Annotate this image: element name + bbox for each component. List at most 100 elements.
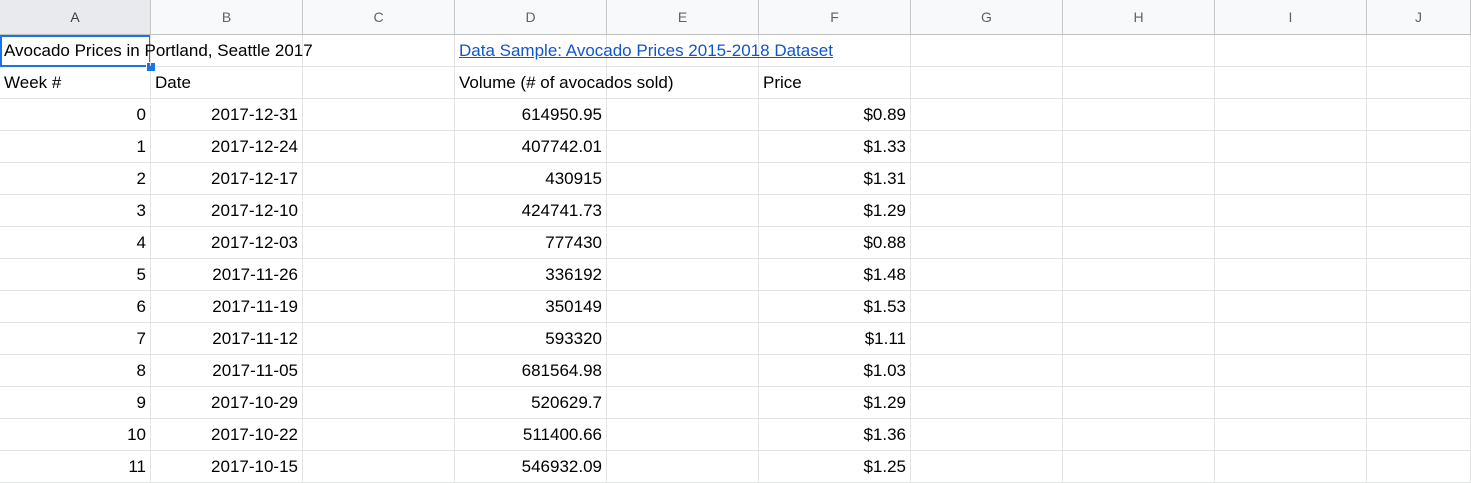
header-price[interactable]: Price bbox=[759, 67, 911, 98]
cell[interactable] bbox=[607, 419, 759, 450]
cell[interactable] bbox=[1063, 419, 1215, 450]
fill-handle[interactable] bbox=[146, 62, 156, 72]
cell-volume[interactable]: 350149 bbox=[455, 291, 607, 322]
column-header-a[interactable]: A bbox=[0, 0, 151, 34]
cell-week[interactable]: 4 bbox=[0, 227, 151, 258]
cell[interactable] bbox=[911, 67, 1063, 98]
cell[interactable] bbox=[1367, 355, 1471, 386]
cell[interactable] bbox=[1215, 227, 1367, 258]
cell-volume[interactable]: 336192 bbox=[455, 259, 607, 290]
cell-date[interactable]: 2017-10-29 bbox=[151, 387, 303, 418]
cell[interactable] bbox=[303, 259, 455, 290]
cell[interactable] bbox=[1367, 163, 1471, 194]
cell-week[interactable]: 6 bbox=[0, 291, 151, 322]
cell-week[interactable]: 1 bbox=[0, 131, 151, 162]
header-volume[interactable]: Volume (# of avocados sold) bbox=[455, 67, 674, 98]
column-header-j[interactable]: J bbox=[1367, 0, 1471, 34]
cell-price[interactable]: $0.88 bbox=[759, 227, 911, 258]
cell-date[interactable]: 2017-12-31 bbox=[151, 99, 303, 130]
cell-a1[interactable]: Avocado Prices in Portland, Seattle 2017 bbox=[0, 35, 313, 66]
cell[interactable] bbox=[1063, 291, 1215, 322]
cell-week[interactable]: 7 bbox=[0, 323, 151, 354]
cell[interactable] bbox=[607, 355, 759, 386]
cell[interactable] bbox=[911, 387, 1063, 418]
column-header-g[interactable]: G bbox=[911, 0, 1063, 34]
cell-week[interactable]: 5 bbox=[0, 259, 151, 290]
cell[interactable] bbox=[1063, 227, 1215, 258]
cell-price[interactable]: $1.29 bbox=[759, 195, 911, 226]
cell-price[interactable]: $1.36 bbox=[759, 419, 911, 450]
cell[interactable] bbox=[1063, 195, 1215, 226]
cell-date[interactable]: 2017-12-24 bbox=[151, 131, 303, 162]
column-header-d[interactable]: D bbox=[455, 0, 607, 34]
cell[interactable] bbox=[303, 419, 455, 450]
cell[interactable] bbox=[1215, 99, 1367, 130]
cell[interactable] bbox=[911, 259, 1063, 290]
cell[interactable] bbox=[911, 99, 1063, 130]
cell-c1[interactable] bbox=[303, 35, 455, 66]
cell-price[interactable]: $1.29 bbox=[759, 387, 911, 418]
cell[interactable] bbox=[911, 291, 1063, 322]
cell[interactable] bbox=[1367, 451, 1471, 482]
cell[interactable] bbox=[303, 99, 455, 130]
cell[interactable] bbox=[1367, 131, 1471, 162]
cell[interactable] bbox=[1367, 67, 1471, 98]
cell[interactable] bbox=[1367, 99, 1471, 130]
cell[interactable] bbox=[1063, 451, 1215, 482]
cell-volume[interactable]: 593320 bbox=[455, 323, 607, 354]
cell[interactable] bbox=[911, 163, 1063, 194]
cell[interactable] bbox=[1215, 131, 1367, 162]
column-header-i[interactable]: I bbox=[1215, 0, 1367, 34]
cell-date[interactable]: 2017-12-17 bbox=[151, 163, 303, 194]
cell-price[interactable]: $1.48 bbox=[759, 259, 911, 290]
cell[interactable] bbox=[303, 227, 455, 258]
column-header-f[interactable]: F bbox=[759, 0, 911, 34]
cell[interactable] bbox=[303, 67, 455, 98]
cell-price[interactable]: $1.31 bbox=[759, 163, 911, 194]
cell[interactable] bbox=[1367, 227, 1471, 258]
cell[interactable] bbox=[303, 323, 455, 354]
cell-week[interactable]: 0 bbox=[0, 99, 151, 130]
cell[interactable] bbox=[607, 99, 759, 130]
cell[interactable] bbox=[1215, 291, 1367, 322]
cell[interactable] bbox=[1367, 419, 1471, 450]
cell-volume[interactable]: 407742.01 bbox=[455, 131, 607, 162]
cell-volume[interactable]: 424741.73 bbox=[455, 195, 607, 226]
cell-date[interactable]: 2017-11-05 bbox=[151, 355, 303, 386]
cell[interactable] bbox=[1215, 387, 1367, 418]
cell[interactable] bbox=[303, 355, 455, 386]
cell-date[interactable]: 2017-12-10 bbox=[151, 195, 303, 226]
cell[interactable] bbox=[607, 131, 759, 162]
header-week[interactable]: Week # bbox=[0, 67, 151, 98]
cell[interactable] bbox=[911, 131, 1063, 162]
cell[interactable] bbox=[911, 451, 1063, 482]
cell[interactable] bbox=[1215, 323, 1367, 354]
cell[interactable] bbox=[607, 259, 759, 290]
cell-date[interactable]: 2017-10-22 bbox=[151, 419, 303, 450]
cell[interactable] bbox=[607, 387, 759, 418]
dataset-link[interactable]: Data Sample: Avocado Prices 2015-2018 Da… bbox=[459, 41, 833, 60]
cell[interactable] bbox=[1063, 99, 1215, 130]
cell[interactable] bbox=[1215, 67, 1367, 98]
cell-f1[interactable] bbox=[759, 35, 911, 66]
cell[interactable] bbox=[1063, 259, 1215, 290]
cell[interactable] bbox=[1063, 131, 1215, 162]
cell[interactable] bbox=[303, 387, 455, 418]
cell-week[interactable]: 9 bbox=[0, 387, 151, 418]
cell-price[interactable]: $0.89 bbox=[759, 99, 911, 130]
cell-week[interactable]: 2 bbox=[0, 163, 151, 194]
cell-price[interactable]: $1.11 bbox=[759, 323, 911, 354]
cell[interactable] bbox=[911, 355, 1063, 386]
cell[interactable] bbox=[303, 195, 455, 226]
cell[interactable] bbox=[911, 323, 1063, 354]
cell-i1[interactable] bbox=[1215, 35, 1367, 66]
cell[interactable] bbox=[1215, 451, 1367, 482]
cell[interactable] bbox=[1367, 323, 1471, 354]
cell[interactable] bbox=[303, 163, 455, 194]
cell-date[interactable]: 2017-11-19 bbox=[151, 291, 303, 322]
cell-date[interactable]: 2017-11-12 bbox=[151, 323, 303, 354]
cell[interactable] bbox=[607, 291, 759, 322]
cell[interactable] bbox=[607, 67, 759, 98]
cell[interactable] bbox=[1063, 163, 1215, 194]
cell[interactable] bbox=[1367, 259, 1471, 290]
